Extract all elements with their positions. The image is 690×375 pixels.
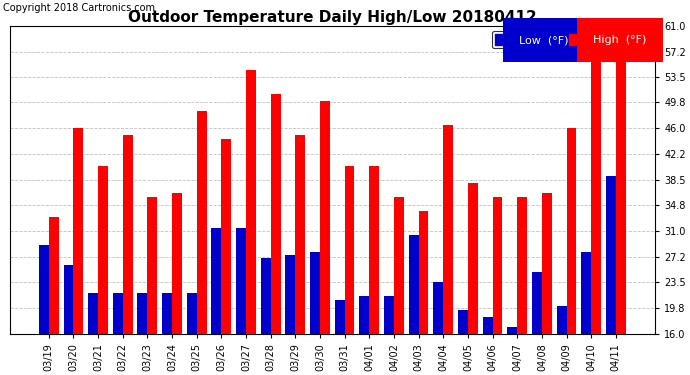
Bar	[73, 128, 83, 375]
Bar	[419, 211, 428, 375]
Title: Outdoor Temperature Daily High/Low 20180412: Outdoor Temperature Daily High/Low 20180…	[128, 9, 537, 24]
Bar	[507, 327, 518, 375]
Bar	[123, 135, 132, 375]
Bar	[113, 293, 123, 375]
Bar	[408, 234, 419, 375]
Bar	[221, 139, 231, 375]
Bar	[384, 296, 394, 375]
Bar	[458, 310, 468, 375]
Bar	[483, 317, 493, 375]
Bar	[542, 194, 552, 375]
Bar	[162, 293, 172, 375]
Bar	[39, 245, 49, 375]
Legend: Low  (°F), High  (°F): Low (°F), High (°F)	[492, 31, 649, 48]
Bar	[433, 282, 443, 375]
Bar	[187, 293, 197, 375]
Bar	[197, 111, 206, 375]
Bar	[335, 300, 344, 375]
Bar	[148, 197, 157, 375]
Bar	[49, 217, 59, 375]
Bar	[246, 70, 256, 375]
Bar	[261, 258, 270, 375]
Bar	[566, 128, 576, 375]
Bar	[557, 306, 566, 375]
Bar	[582, 252, 591, 375]
Bar	[532, 272, 542, 375]
Bar	[468, 183, 477, 375]
Bar	[172, 194, 182, 375]
Text: Copyright 2018 Cartronics.com: Copyright 2018 Cartronics.com	[3, 3, 155, 13]
Bar	[369, 166, 379, 375]
Bar	[394, 197, 404, 375]
Bar	[606, 176, 616, 375]
Bar	[236, 228, 246, 375]
Bar	[295, 135, 305, 375]
Bar	[359, 296, 369, 375]
Bar	[310, 252, 320, 375]
Bar	[98, 166, 108, 375]
Bar	[88, 293, 98, 375]
Bar	[616, 26, 626, 375]
Bar	[443, 125, 453, 375]
Bar	[493, 197, 502, 375]
Bar	[591, 43, 601, 375]
Bar	[286, 255, 295, 375]
Bar	[137, 293, 148, 375]
Bar	[518, 197, 527, 375]
Bar	[63, 266, 73, 375]
Bar	[320, 101, 330, 375]
Bar	[344, 166, 355, 375]
Bar	[270, 94, 281, 375]
Bar	[211, 228, 221, 375]
